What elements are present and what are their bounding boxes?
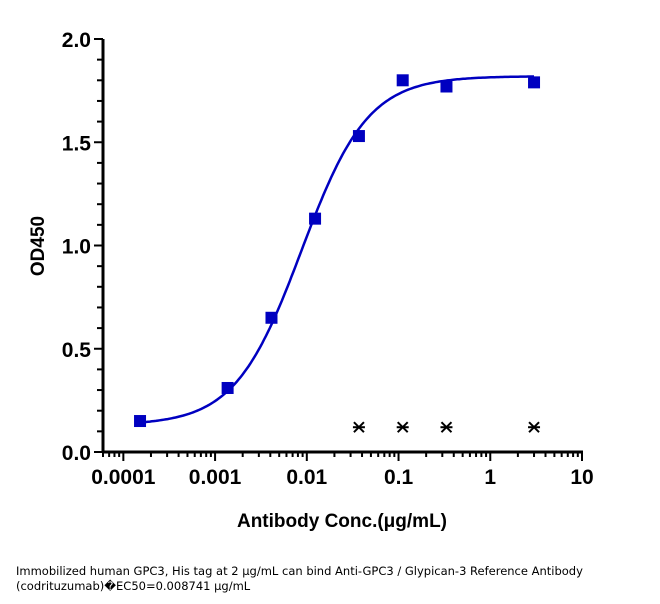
x-tick-label: 0.1 <box>384 466 414 489</box>
x-tick-label: 10 <box>570 466 593 489</box>
y-tick-label: 1.5 <box>62 132 92 155</box>
data-point <box>221 381 234 394</box>
x-tick-label: 1 <box>484 466 496 489</box>
x-tick-label: 0.01 <box>286 466 327 489</box>
fit-curve <box>139 75 534 424</box>
data-point <box>309 212 322 225</box>
star-point <box>352 421 365 433</box>
y-axis-label: OD450 <box>28 216 49 276</box>
star-point <box>440 421 453 433</box>
y-tick-label: 0.0 <box>62 442 91 465</box>
data-point <box>440 80 453 93</box>
x-tick-label: 0.0001 <box>91 466 156 489</box>
plot-area: 0.0 0.5 1.0 1.5 2.0 0.0001 0.001 0.01 0.1 1 10 Ant… <box>28 29 594 532</box>
data-point <box>352 130 365 143</box>
y-tick-label: 1.0 <box>62 236 91 259</box>
data-point <box>134 415 147 428</box>
data-point <box>528 76 541 89</box>
y-tick-label: 2.0 <box>62 29 91 52</box>
data-point <box>396 74 409 87</box>
x-tick-label: 0.001 <box>189 466 242 489</box>
y-tick-label: 0.5 <box>62 339 92 362</box>
caption: Immobilized human GPC3, His tag at 2 μg/… <box>16 564 583 593</box>
x-axis-label: Antibody Conc.(μg/mL) <box>237 511 447 532</box>
star-point <box>396 421 409 433</box>
star-point <box>528 421 541 433</box>
data-point <box>265 311 278 324</box>
